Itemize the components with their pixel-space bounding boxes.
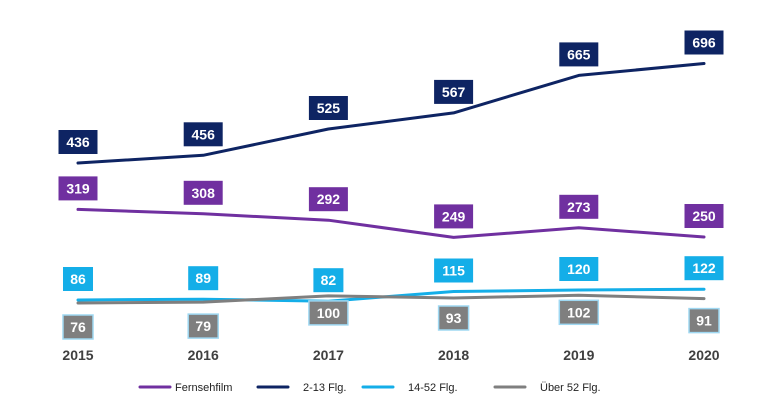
data-label-box-2-13-flg xyxy=(434,79,474,104)
data-label-2-13-flg: 525 xyxy=(317,100,341,116)
data-label-box-ueber-52-flg xyxy=(187,313,219,339)
data-label-ueber-52-flg: 100 xyxy=(317,305,341,321)
data-label-box-14-52-flg xyxy=(63,267,93,291)
legend-label-14-52-flg: 14-52 Flg. xyxy=(408,382,458,394)
data-label-box-2-13-flg xyxy=(308,96,348,120)
data-label-fernsehfilm: 308 xyxy=(192,185,216,201)
data-label-box-14-52-flg xyxy=(434,258,474,283)
data-label-box-fernsehfilm xyxy=(434,204,474,229)
data-label-14-52-flg: 115 xyxy=(442,263,465,279)
data-label-14-52-flg: 86 xyxy=(70,271,86,287)
series-line-fernsehfilm xyxy=(76,207,706,239)
data-label-14-52-flg: 82 xyxy=(321,272,337,288)
series-line-ueber-52-flg xyxy=(76,293,706,305)
legend-label-2-13-flg: 2-13 Flg. xyxy=(303,382,346,394)
data-label-fernsehfilm: 273 xyxy=(567,199,591,215)
data-label-box-ueber-52-flg xyxy=(688,307,720,334)
data-label-box-14-52-flg xyxy=(684,256,724,281)
data-label-2-13-flg: 665 xyxy=(567,46,591,62)
x-axis: 2015 2016 2017 2018 2019 2020 xyxy=(62,347,719,363)
x-tick-label: 2020 xyxy=(688,347,719,363)
x-tick-label: 2017 xyxy=(313,347,344,363)
series-lines xyxy=(76,62,706,305)
data-label-fernsehfilm: 249 xyxy=(442,208,466,224)
data-label-box-2-13-flg xyxy=(183,122,223,147)
data-label-2-13-flg: 436 xyxy=(66,134,90,150)
legend-label-ueber-52-flg: Über 52 Flg. xyxy=(540,382,601,394)
legend-label-fernsehfilm: Fernsehfilm xyxy=(175,382,232,394)
x-tick-label: 2016 xyxy=(188,347,219,363)
data-label-fernsehfilm: 250 xyxy=(692,208,716,224)
data-labels: 319 308 292 249 273 250 436 456 525 567 665 696 86 89… xyxy=(58,30,724,340)
data-label-ueber-52-flg: 79 xyxy=(195,318,211,334)
data-label-box-fernsehfilm xyxy=(559,194,599,219)
data-label-box-fernsehfilm xyxy=(183,180,223,205)
data-label-box-ueber-52-flg xyxy=(437,305,470,331)
data-label-ueber-52-flg: 102 xyxy=(567,304,591,320)
x-tick-label: 2015 xyxy=(62,347,93,363)
data-label-fernsehfilm: 292 xyxy=(317,191,341,207)
data-label-2-13-flg: 456 xyxy=(192,126,216,142)
data-label-box-fernsehfilm xyxy=(308,187,348,212)
data-label-14-52-flg: 122 xyxy=(692,260,716,276)
x-tick-label: 2018 xyxy=(438,347,469,363)
data-label-ueber-52-flg: 91 xyxy=(696,313,712,329)
data-label-box-14-52-flg xyxy=(313,268,344,293)
data-label-box-fernsehfilm xyxy=(58,176,98,201)
data-label-ueber-52-flg: 93 xyxy=(446,310,462,326)
data-label-box-2-13-flg xyxy=(58,130,98,154)
data-label-14-52-flg: 89 xyxy=(195,270,211,286)
data-label-2-13-flg: 567 xyxy=(442,84,466,100)
data-label-box-14-52-flg xyxy=(559,257,599,281)
legend: Fernsehfilm 2-13 Flg. 14-52 Flg. Über 52 Fl… xyxy=(138,382,601,394)
data-label-box-ueber-52-flg xyxy=(558,299,600,326)
data-label-2-13-flg: 696 xyxy=(692,35,716,51)
data-label-box-2-13-flg xyxy=(684,30,724,55)
data-label-box-ueber-52-flg xyxy=(308,300,349,326)
data-label-fernsehfilm: 319 xyxy=(66,180,90,196)
data-label-ueber-52-flg: 76 xyxy=(70,319,86,335)
data-label-14-52-flg: 120 xyxy=(567,261,591,277)
data-label-box-14-52-flg xyxy=(188,266,219,291)
data-label-box-ueber-52-flg xyxy=(62,314,94,340)
x-tick-label: 2019 xyxy=(563,347,594,363)
data-label-box-2-13-flg xyxy=(559,42,599,67)
series-line-2-13-flg xyxy=(76,62,706,165)
data-label-box-fernsehfilm xyxy=(684,204,724,228)
